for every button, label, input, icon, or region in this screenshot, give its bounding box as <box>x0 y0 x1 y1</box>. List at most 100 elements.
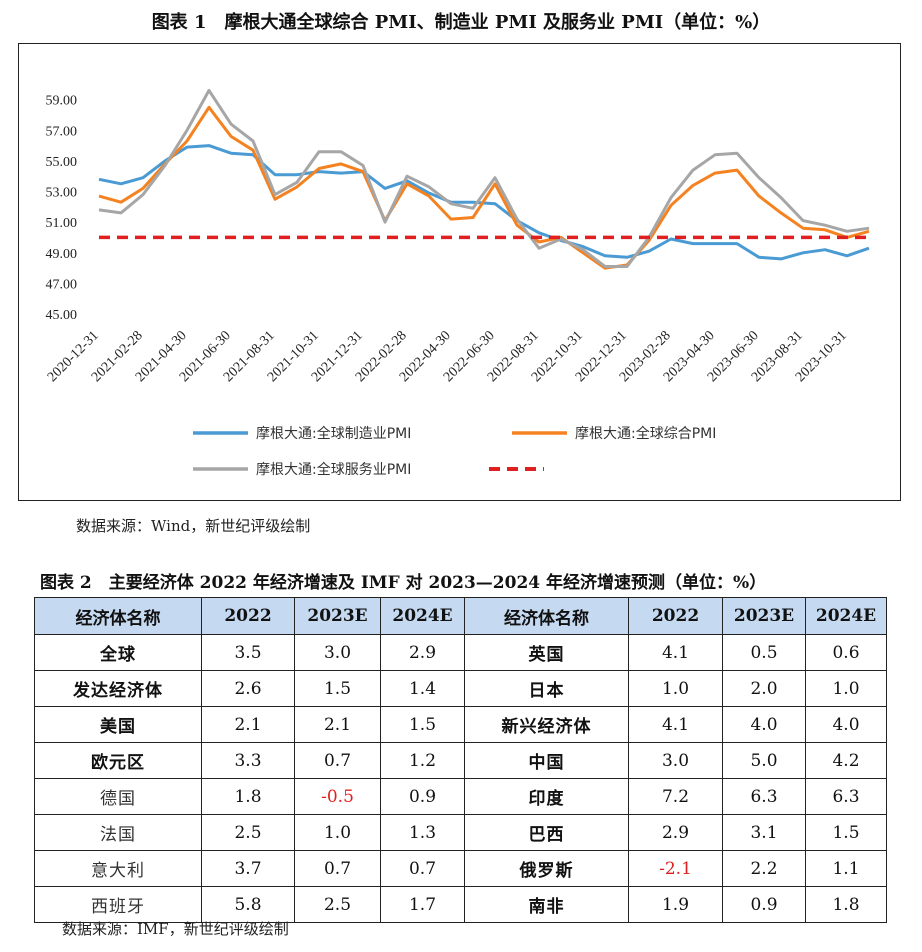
table-row: 德国 1.8 -0.5 0.9 印度 7.2 6.3 6.3 <box>34 778 887 815</box>
value-cell: 0.7 <box>380 850 465 887</box>
header-2023e-right: 2023E <box>722 597 806 635</box>
value-cell: 1.8 <box>805 886 887 923</box>
economy-name: 中国 <box>464 742 629 779</box>
header-economy-left: 经济体名称 <box>34 597 202 635</box>
economy-name: 意大利 <box>34 850 202 887</box>
y-tick-label: 45.00 <box>46 308 78 323</box>
economy-name: 西班牙 <box>34 886 202 923</box>
value-cell-negative: -0.5 <box>294 778 381 815</box>
value-cell: 2.5 <box>201 814 295 851</box>
header-economy-right: 经济体名称 <box>464 597 629 635</box>
value-cell: 0.7 <box>294 742 381 779</box>
legend-label: 摩根大通:全球制造业PMI <box>256 425 411 442</box>
value-cell: 1.0 <box>294 814 381 851</box>
value-cell: 4.0 <box>805 706 887 743</box>
economy-name: 印度 <box>464 778 629 815</box>
economy-name: 法国 <box>34 814 202 851</box>
series-line-1 <box>98 105 870 270</box>
value-cell: 0.5 <box>722 634 806 671</box>
economy-name: 英国 <box>464 634 629 671</box>
table-row: 西班牙 5.8 2.5 1.7 南非 1.9 0.9 1.8 <box>34 886 887 923</box>
y-tick-label: 55.00 <box>46 155 78 170</box>
value-cell: 3.3 <box>201 742 295 779</box>
value-cell: 3.0 <box>628 742 723 779</box>
value-cell: 4.1 <box>628 706 723 743</box>
legend-label: 摩根大通:全球综合PMI <box>575 425 716 442</box>
value-cell: 2.9 <box>628 814 723 851</box>
value-cell: 1.3 <box>380 814 465 851</box>
value-cell: 4.1 <box>628 634 723 671</box>
value-cell: 1.2 <box>380 742 465 779</box>
table-title: 图表 2 主要经济体 2022 年经济增速及 IMF 对 2023—2024 年… <box>40 573 767 593</box>
value-cell: 1.5 <box>294 670 381 707</box>
value-cell: 2.9 <box>380 634 465 671</box>
value-cell: 3.1 <box>722 814 806 851</box>
pmi-chart-frame: 45.00 47.00 49.00 51.00 53.00 55.00 57.00 59.00… <box>18 43 901 501</box>
value-cell: 2.1 <box>294 706 381 743</box>
value-cell: 1.1 <box>805 850 887 887</box>
y-tick-label: 57.00 <box>46 124 78 139</box>
economy-name: 新兴经济体 <box>464 706 629 743</box>
value-cell: 6.3 <box>722 778 806 815</box>
figure1-title: 图表 1 摩根大通全球综合 PMI、制造业 PMI 及服务业 PMI（单位：%） <box>151 12 771 33</box>
value-cell: 1.4 <box>380 670 465 707</box>
header-2022-right: 2022 <box>628 597 723 635</box>
economy-name: 巴西 <box>464 814 629 851</box>
table-row: 法国 2.5 1.0 1.3 巴西 2.9 3.1 1.5 <box>34 814 887 851</box>
value-cell: 1.5 <box>805 814 887 851</box>
value-cell: 1.0 <box>628 670 723 707</box>
value-cell: 0.9 <box>722 886 806 923</box>
economy-growth-table: 经济体名称 2022 2023E 2024E 经济体名称 2022 2023E … <box>34 597 887 923</box>
table-row: 美国 2.1 2.1 1.5 新兴经济体 4.1 4.0 4.0 <box>34 706 887 743</box>
figure1-source: 数据来源：Wind，新世纪评级绘制 <box>76 517 311 535</box>
table-header-row: 经济体名称 2022 2023E 2024E 经济体名称 2022 2023E … <box>34 597 887 635</box>
legend-label: 摩根大通:全球服务业PMI <box>256 461 411 478</box>
value-cell: 7.2 <box>628 778 723 815</box>
value-cell: 0.9 <box>380 778 465 815</box>
header-2023e-left: 2023E <box>294 597 381 635</box>
header-2022-left: 2022 <box>201 597 295 635</box>
y-tick-label: 47.00 <box>46 277 78 292</box>
table-row: 欧元区 3.3 0.7 1.2 中国 3.0 5.0 4.2 <box>34 742 887 779</box>
value-cell: 1.9 <box>628 886 723 923</box>
y-tick-label: 53.00 <box>46 186 78 201</box>
value-cell: 2.2 <box>722 850 806 887</box>
economy-name: 俄罗斯 <box>464 850 629 887</box>
economy-name: 南非 <box>464 886 629 923</box>
economy-name: 日本 <box>464 670 629 707</box>
value-cell: 3.0 <box>294 634 381 671</box>
value-cell: 3.5 <box>201 634 295 671</box>
y-tick-label: 59.00 <box>46 94 78 109</box>
y-tick-label: 49.00 <box>46 247 78 262</box>
table-row: 发达经济体 2.6 1.5 1.4 日本 1.0 2.0 1.0 <box>34 670 887 707</box>
pmi-line-chart: 45.00 47.00 49.00 51.00 53.00 55.00 57.00 59.00… <box>45 88 870 478</box>
value-cell: 5.0 <box>722 742 806 779</box>
value-cell: 1.0 <box>805 670 887 707</box>
value-cell: 3.7 <box>201 850 295 887</box>
y-tick-label: 51.00 <box>46 216 78 231</box>
value-cell: 6.3 <box>805 778 887 815</box>
value-cell: 2.1 <box>201 706 295 743</box>
value-cell-negative: -2.1 <box>628 850 723 887</box>
value-cell: 1.5 <box>380 706 465 743</box>
table-row: 意大利 3.7 0.7 0.7 俄罗斯 -2.1 2.2 1.1 <box>34 850 887 887</box>
economy-name: 德国 <box>34 778 202 815</box>
value-cell: 1.8 <box>201 778 295 815</box>
value-cell: 1.7 <box>380 886 465 923</box>
header-2024e-left: 2024E <box>380 597 465 635</box>
economy-name: 全球 <box>34 634 202 671</box>
value-cell: 0.6 <box>805 634 887 671</box>
value-cell: 2.5 <box>294 886 381 923</box>
value-cell: 2.6 <box>201 670 295 707</box>
value-cell: 0.7 <box>294 850 381 887</box>
value-cell: 4.2 <box>805 742 887 779</box>
economy-name: 发达经济体 <box>34 670 202 707</box>
economy-name: 欧元区 <box>34 742 202 779</box>
header-2024e-right: 2024E <box>805 597 887 635</box>
economy-name: 美国 <box>34 706 202 743</box>
table-row: 全球 3.5 3.0 2.9 英国 4.1 0.5 0.6 <box>34 634 887 671</box>
value-cell: 4.0 <box>722 706 806 743</box>
table-source: 数据来源：IMF，新世纪评级绘制 <box>62 920 289 938</box>
series-line-2 <box>98 88 870 268</box>
value-cell: 5.8 <box>201 886 295 923</box>
